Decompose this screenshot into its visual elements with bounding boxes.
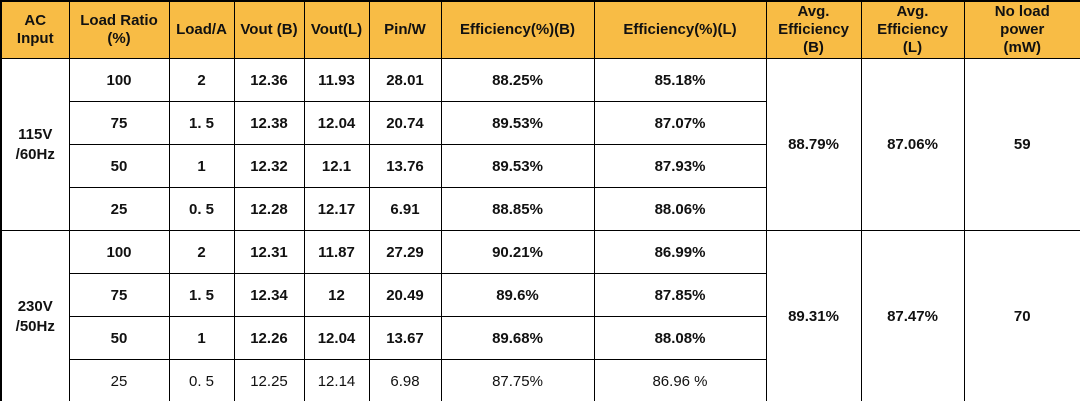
cell-vout-l: 12.17 — [303, 187, 370, 231]
cell-load-a: 1. 5 — [168, 273, 235, 317]
cell-pin-w: 20.49 — [368, 273, 442, 317]
cell-efficiency-b: 90.21% — [440, 230, 595, 274]
cell-efficiency-l: 88.06% — [593, 187, 767, 231]
header-efficiency-l: Efficiency(%)(L) — [593, 0, 767, 59]
header-row: AC Input Load Ratio (%) Load/A Vout (B) … — [0, 0, 1080, 59]
cell-efficiency-l: 88.08% — [593, 316, 767, 360]
header-load-a: Load/A — [168, 0, 235, 59]
cell-vout-l: 12.14 — [303, 359, 370, 401]
cell-vout-l: 12 — [303, 273, 370, 317]
cell-vout-b: 12.28 — [233, 187, 305, 231]
cell-efficiency-l: 86.99% — [593, 230, 767, 274]
cell-pin-w: 20.74 — [368, 101, 442, 145]
cell-vout-b: 12.32 — [233, 144, 305, 188]
cell-no-load-power: 70 — [963, 230, 1080, 401]
cell-efficiency-b: 88.85% — [440, 187, 595, 231]
cell-avg-efficiency-b: 88.79% — [765, 58, 862, 231]
cell-pin-w: 6.91 — [368, 187, 442, 231]
cell-efficiency-l: 86.96 % — [593, 359, 767, 401]
cell-vout-b: 12.26 — [233, 316, 305, 360]
cell-vout-b: 12.25 — [233, 359, 305, 401]
cell-vout-l: 12.04 — [303, 316, 370, 360]
table-row: 75 1. 5 12.34 12 20.49 89.6% 87.85% — [1, 273, 1080, 317]
cell-pin-w: 28.01 — [368, 58, 442, 102]
cell-vout-b: 12.38 — [233, 101, 305, 145]
cell-efficiency-b: 89.53% — [440, 144, 595, 188]
cell-load-ratio: 50 — [68, 144, 170, 188]
table-row: 50 1 12.32 12.1 13.76 89.53% 87.93% — [1, 144, 1080, 188]
header-vout-l: Vout(L) — [303, 0, 370, 59]
header-avg-efficiency-l: Avg. Efficiency (L) — [860, 0, 965, 59]
cell-ac-input: 230V /50Hz — [0, 230, 70, 401]
cell-efficiency-b: 89.68% — [440, 316, 595, 360]
cell-load-a: 2 — [168, 230, 235, 274]
cell-avg-efficiency-l: 87.47% — [860, 230, 965, 401]
cell-vout-l: 11.87 — [303, 230, 370, 274]
cell-efficiency-b: 89.6% — [440, 273, 595, 317]
cell-load-ratio: 75 — [68, 101, 170, 145]
cell-no-load-power: 59 — [963, 58, 1080, 231]
header-pin-w: Pin/W — [368, 0, 442, 59]
table-header: AC Input Load Ratio (%) Load/A Vout (B) … — [0, 0, 1080, 59]
cell-load-ratio: 100 — [68, 58, 170, 102]
cell-vout-b: 12.34 — [233, 273, 305, 317]
cell-vout-l: 12.04 — [303, 101, 370, 145]
cell-load-a: 1 — [168, 144, 235, 188]
cell-load-ratio: 50 — [68, 316, 170, 360]
cell-load-ratio: 100 — [68, 230, 170, 274]
cell-vout-b: 12.31 — [233, 230, 305, 274]
cell-pin-w: 13.67 — [368, 316, 442, 360]
cell-avg-efficiency-l: 87.06% — [860, 58, 965, 231]
cell-load-a: 0. 5 — [168, 187, 235, 231]
cell-efficiency-b: 89.53% — [440, 101, 595, 145]
cell-efficiency-l: 85.18% — [593, 58, 767, 102]
header-no-load-power: No load power (mW) — [963, 0, 1080, 59]
cell-avg-efficiency-b: 89.31% — [765, 230, 862, 401]
cell-load-a: 1 — [168, 316, 235, 360]
table-row: 230V /50Hz 100 2 12.31 11.87 27.29 90.21… — [0, 230, 1080, 401]
cell-load-a: 0. 5 — [168, 359, 235, 401]
header-vout-b: Vout (B) — [233, 0, 305, 59]
header-load-ratio: Load Ratio (%) — [68, 0, 170, 59]
cell-ac-input: 115V /60Hz — [0, 58, 70, 231]
table-body: 115V /60Hz 100 2 12.36 11.93 28.01 88.25… — [0, 58, 1080, 401]
header-efficiency-b: Efficiency(%)(B) — [440, 0, 595, 59]
cell-pin-w: 6.98 — [368, 359, 442, 401]
cell-efficiency-b: 87.75% — [440, 359, 595, 401]
table-row: 25 0. 5 12.25 12.14 6.98 87.75% 86.96 % — [1, 359, 1080, 401]
cell-load-ratio: 25 — [68, 359, 170, 401]
cell-pin-w: 27.29 — [368, 230, 442, 274]
table-row: 75 1. 5 12.38 12.04 20.74 89.53% 87.07% — [1, 101, 1080, 145]
table-row: 50 1 12.26 12.04 13.67 89.68% 88.08% — [1, 316, 1080, 360]
cell-vout-l: 11.93 — [303, 58, 370, 102]
cell-load-a: 2 — [168, 58, 235, 102]
cell-efficiency-l: 87.07% — [593, 101, 767, 145]
cell-efficiency-l: 87.85% — [593, 273, 767, 317]
cell-load-ratio: 75 — [68, 273, 170, 317]
header-ac-input: AC Input — [0, 0, 70, 59]
table-row: 25 0. 5 12.28 12.17 6.91 88.85% 88.06% — [1, 187, 1080, 231]
cell-vout-l: 12.1 — [303, 144, 370, 188]
header-avg-efficiency-b: Avg. Efficiency (B) — [765, 0, 862, 59]
cell-vout-b: 12.36 — [233, 58, 305, 102]
cell-efficiency-l: 87.93% — [593, 144, 767, 188]
cell-load-a: 1. 5 — [168, 101, 235, 145]
cell-efficiency-b: 88.25% — [440, 58, 595, 102]
table-row: 115V /60Hz 100 2 12.36 11.93 28.01 88.25… — [0, 58, 1080, 231]
cell-load-ratio: 25 — [68, 187, 170, 231]
cell-pin-w: 13.76 — [368, 144, 442, 188]
